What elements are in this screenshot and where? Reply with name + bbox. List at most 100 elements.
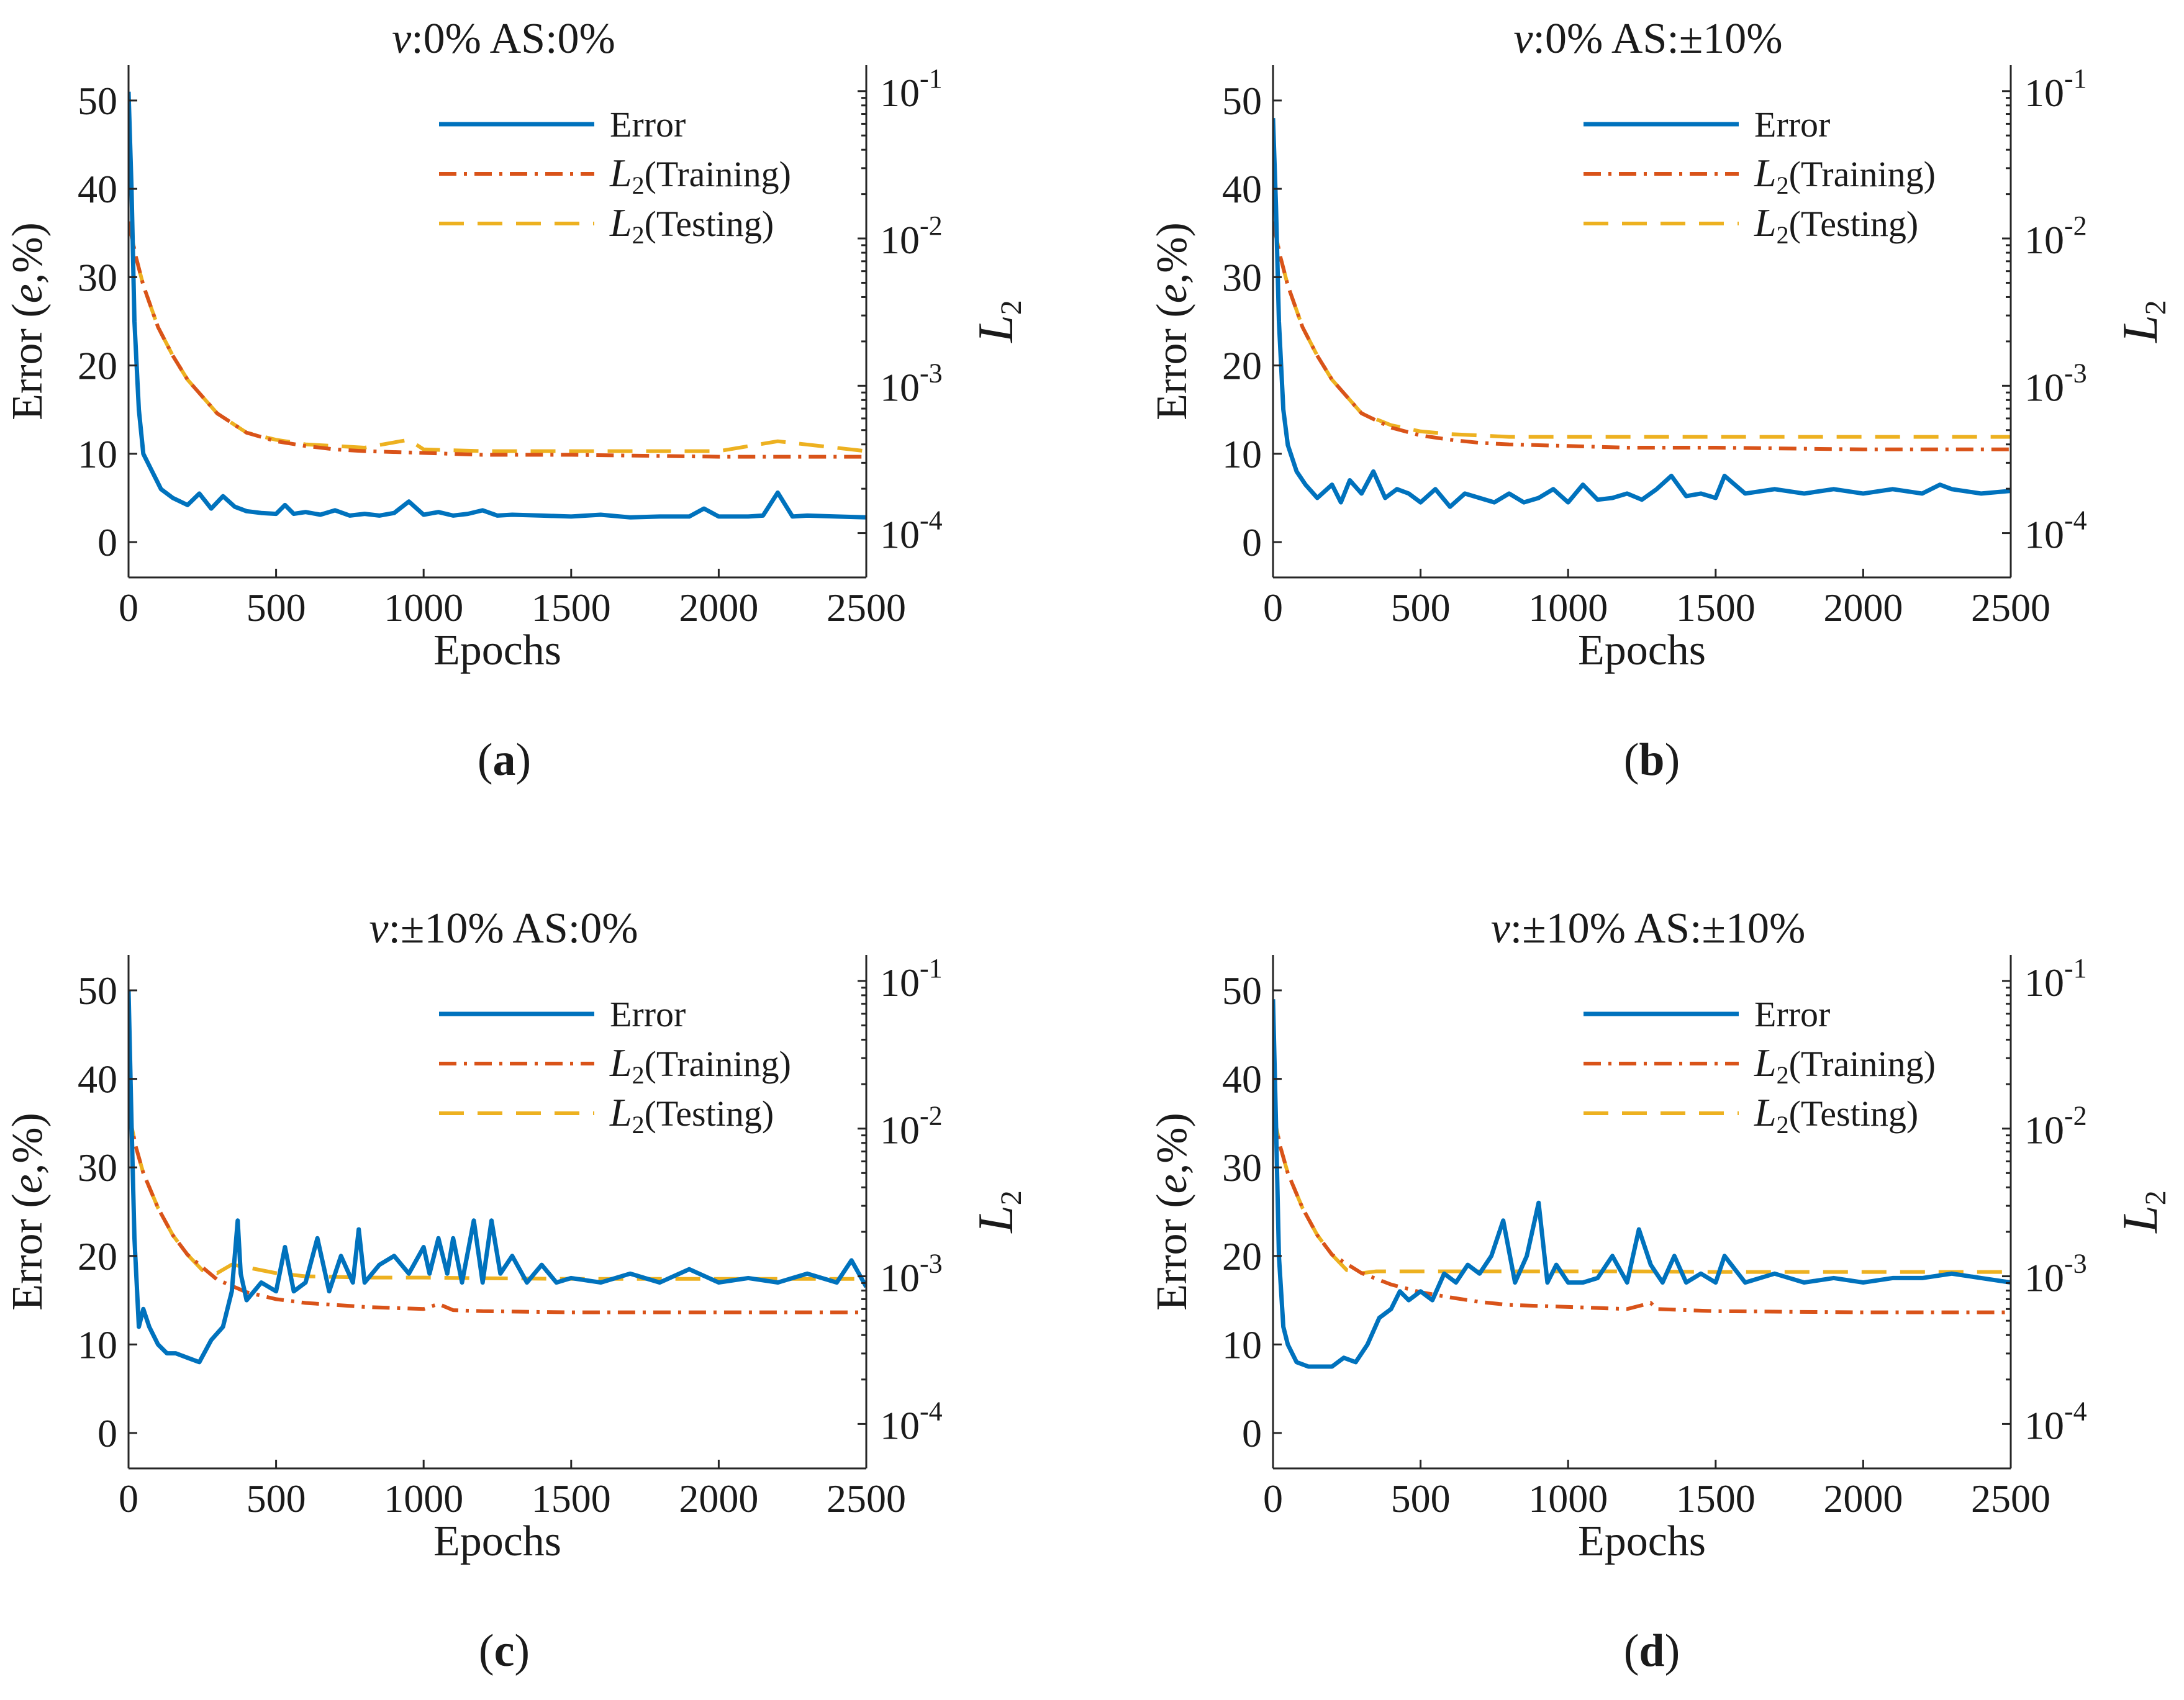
y-tick-label: 20: [78, 344, 117, 388]
series-line-l2-testing-: [129, 221, 866, 453]
y-tick-label: 20: [78, 1234, 117, 1278]
x-tick-label: 1000: [1528, 1476, 1608, 1521]
legend-label: L2(Training): [609, 151, 791, 199]
y-tick-label: 30: [1222, 1146, 1262, 1190]
series-line-error: [1273, 999, 2011, 1369]
y2-axis-label: L2: [2113, 1190, 2172, 1234]
y2-tick-label: 10-2: [880, 1101, 943, 1152]
x-tick-label: 2000: [1823, 586, 1903, 630]
y2-axis-label: L2: [969, 1190, 1028, 1234]
panel-title: v:0% AS:0%: [392, 15, 615, 63]
legend-label: L2(Training): [609, 1041, 791, 1089]
y2-tick-label: 10-4: [880, 505, 943, 557]
legend-label: L2(Testing): [1754, 201, 1918, 249]
panel-d: 0 500 1000 1500 2000 2500 0 10 20 30 40 50 10-4 10-3 1…: [1148, 905, 2172, 1676]
y2-tick-label: 10-3: [2024, 358, 2087, 409]
x-tick-label: 0: [1263, 1476, 1283, 1521]
y-tick-label: 40: [1222, 1057, 1262, 1101]
panel-caption: (a): [478, 735, 531, 785]
series-line-l2-testing-: [1273, 1111, 2011, 1275]
y2-tick-label: 10-2: [880, 210, 943, 262]
y2-tick-label: 10-4: [2024, 505, 2087, 557]
y-tick-label: 40: [1222, 167, 1262, 211]
y2-tick-label: 10-3: [2024, 1249, 2087, 1300]
legend-label: Error: [1754, 104, 1830, 145]
x-axis-label: Epochs: [433, 1517, 561, 1565]
x-tick-label: 1500: [532, 586, 611, 630]
x-tick-label: 0: [119, 586, 138, 630]
y2-tick-label: 10-2: [2024, 1101, 2087, 1152]
y-axis-label: Error (e,%): [1148, 1113, 1196, 1311]
y2-tick-label: 10-1: [880, 953, 943, 1005]
series-line-l2-training-: [1273, 1111, 2011, 1314]
panel-title: v:±10% AS:0%: [369, 905, 638, 952]
y-tick-label: 50: [1222, 79, 1262, 123]
legend-label: L2(Testing): [609, 1090, 774, 1139]
x-tick-label: 2500: [827, 586, 906, 630]
y2-tick-label: 10-3: [880, 358, 943, 409]
y-tick-label: 30: [1222, 255, 1262, 299]
x-tick-label: 1000: [384, 1476, 463, 1521]
x-axis-label: Epochs: [433, 626, 561, 674]
series-line-l2-training-: [129, 221, 866, 459]
series-line-error: [129, 91, 866, 520]
panel-title: v:0% AS:±10%: [1513, 15, 1782, 63]
y-tick-label: 50: [1222, 969, 1262, 1013]
y-tick-label: 10: [1222, 1322, 1262, 1367]
panel-caption: (b): [1624, 735, 1680, 785]
series-line-error: [1273, 118, 2011, 509]
y2-tick-label: 10-4: [880, 1396, 943, 1447]
y-axis-label: Error (e,%): [4, 1113, 52, 1311]
y-tick-label: 30: [78, 255, 117, 299]
x-tick-label: 500: [247, 586, 306, 630]
y2-tick-label: 10-1: [880, 63, 943, 115]
y2-axis-label: L2: [969, 300, 1028, 343]
y-tick-label: 50: [78, 79, 117, 123]
y-axis-label: Error (e,%): [1148, 222, 1196, 420]
x-tick-label: 1000: [1528, 586, 1608, 630]
x-tick-label: 0: [119, 1476, 138, 1521]
y-tick-label: 0: [1242, 1411, 1262, 1455]
x-tick-label: 1500: [1676, 586, 1756, 630]
legend-label: L2(Training): [1754, 151, 1936, 199]
panel-caption: (c): [479, 1625, 530, 1676]
y-axis-label: Error (e,%): [4, 222, 52, 420]
y2-tick-label: 10-3: [880, 1249, 943, 1300]
x-tick-label: 1500: [1676, 1476, 1756, 1521]
x-tick-label: 500: [1391, 586, 1451, 630]
y2-tick-label: 10-1: [2024, 953, 2087, 1005]
legend-label: L2(Training): [1754, 1041, 1936, 1089]
y2-tick-label: 10-2: [2024, 210, 2087, 262]
y-tick-label: 10: [1222, 432, 1262, 476]
x-tick-label: 2500: [1971, 586, 2050, 630]
y2-axis-label: L2: [2113, 300, 2172, 343]
y-tick-label: 20: [1222, 1234, 1262, 1278]
y2-tick-label: 10-1: [2024, 63, 2087, 115]
series-line-l2-training-: [129, 1111, 866, 1314]
y-tick-label: 20: [1222, 344, 1262, 388]
series-line-l2-testing-: [1273, 221, 2011, 439]
y-tick-label: 30: [78, 1146, 117, 1190]
x-axis-label: Epochs: [1578, 626, 1706, 674]
y-tick-label: 10: [78, 1322, 117, 1367]
panel-title: v:±10% AS:±10%: [1491, 905, 1806, 952]
x-tick-label: 2500: [827, 1476, 906, 1521]
y-tick-label: 0: [97, 520, 117, 564]
x-tick-label: 2000: [679, 1476, 758, 1521]
legend-label: L2(Testing): [1754, 1090, 1918, 1139]
y-tick-label: 40: [78, 167, 117, 211]
y-tick-label: 10: [78, 432, 117, 476]
series-line-error: [129, 990, 866, 1365]
panel-b: 0 500 1000 1500 2000 2500 0 10 20 30 40 50 10-4 10-3 1…: [1148, 15, 2172, 785]
series-line-l2-training-: [1273, 221, 2011, 451]
legend-label: Error: [1754, 994, 1830, 1034]
panel-a: 0 500 1000 1500 2000 2500 0 10 20 30 40 50 10-4 10-3 1…: [4, 15, 1028, 785]
x-tick-label: 2000: [1823, 1476, 1903, 1521]
legend-label: L2(Testing): [609, 201, 774, 249]
x-tick-label: 1000: [384, 586, 463, 630]
x-axis-label: Epochs: [1578, 1517, 1706, 1565]
x-tick-label: 0: [1263, 586, 1283, 630]
series-line-l2-testing-: [129, 1111, 866, 1281]
legend-label: Error: [610, 104, 686, 145]
